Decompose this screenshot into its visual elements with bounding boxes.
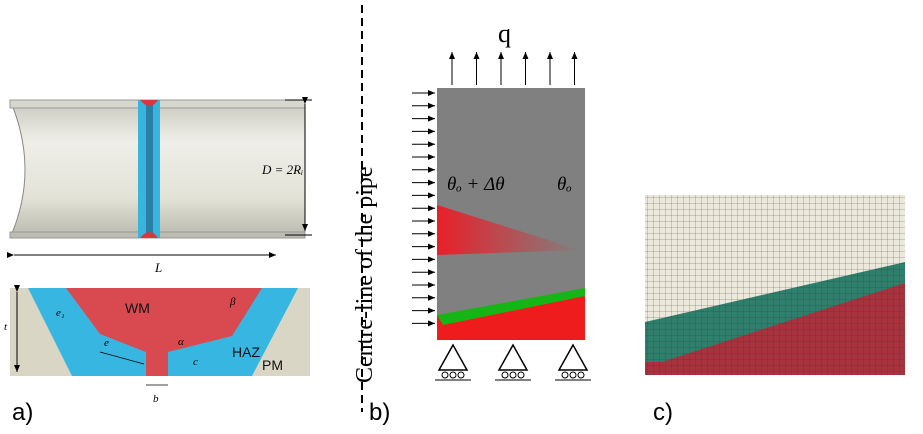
centre-line-label: Centre-line of the pipe <box>352 166 378 383</box>
mesh-view <box>645 195 905 375</box>
panel-label: a) <box>12 399 33 426</box>
roller <box>450 372 456 378</box>
roller <box>570 372 576 378</box>
roller <box>562 372 568 378</box>
pm-label: PM <box>262 357 283 373</box>
figure: D = 2Rᵢ L WM HAZ PM t e₁ e b c α β a) Ce… <box>0 0 923 434</box>
rect-shape <box>645 195 905 375</box>
e-label: e <box>104 337 109 349</box>
wm-label: WM <box>125 300 150 316</box>
theta-inner-label: θₒ + Δθ <box>447 174 505 195</box>
panel-label: b) <box>369 399 390 426</box>
g-shape <box>412 93 435 323</box>
haz-label: HAZ <box>232 344 260 360</box>
roller <box>510 372 516 378</box>
g-shape <box>435 345 591 380</box>
b-label: b <box>153 393 159 405</box>
roller <box>578 372 584 378</box>
cross-section: WM HAZ PM t e₁ e b c α β <box>4 288 310 405</box>
alpha-label: α <box>178 336 184 348</box>
c-label: c <box>193 356 198 368</box>
support <box>439 345 467 370</box>
diameter-label: D = 2Rᵢ <box>261 162 303 177</box>
roller <box>458 372 464 378</box>
load-label: q <box>498 19 511 48</box>
pipe: D = 2Rᵢ L <box>10 100 312 275</box>
panel-label: c) <box>653 399 673 426</box>
roller <box>442 372 448 378</box>
support <box>559 345 587 370</box>
t-label: t <box>4 321 8 333</box>
rect-shape <box>146 100 153 238</box>
roller <box>518 372 524 378</box>
model-sketch: Centre-line of the pipe q θₒ + Δθ θₒ <box>352 5 591 412</box>
g-shape <box>452 52 575 85</box>
length-label: L <box>154 260 162 275</box>
beta-label: β <box>229 296 236 308</box>
e1-label: e₁ <box>56 307 65 319</box>
support <box>499 345 527 370</box>
roller <box>502 372 508 378</box>
theta-outer-label: θₒ <box>557 174 572 195</box>
